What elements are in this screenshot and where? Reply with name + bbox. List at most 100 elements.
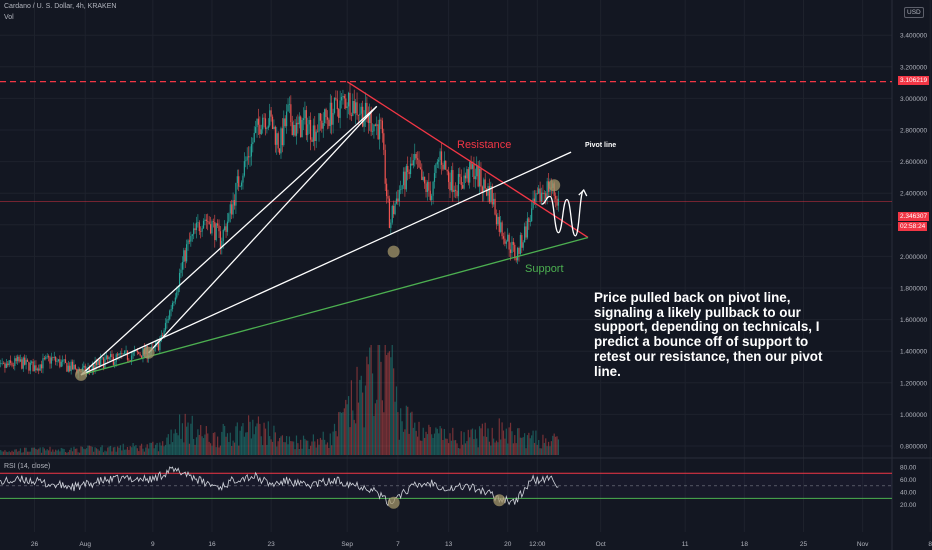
volume-bar [270, 439, 272, 455]
candle-body [428, 182, 430, 191]
volume-bar [474, 429, 476, 455]
volume-bar [263, 422, 265, 455]
x-tick-label: Aug [79, 541, 91, 548]
candle-body [40, 364, 43, 369]
volume-bar [421, 440, 423, 455]
volume-bar [273, 425, 275, 455]
candle-body [477, 165, 479, 187]
support-label: Support [525, 263, 564, 275]
volume-bar [377, 345, 379, 455]
candle-body [471, 164, 474, 169]
candle-body [221, 240, 223, 249]
candle-body [294, 124, 296, 136]
volume-bar [362, 392, 364, 455]
candle-body [529, 221, 531, 223]
candle-body [362, 106, 364, 127]
candle-body [163, 330, 165, 336]
volume-bar [2, 451, 5, 455]
volume-bar [398, 439, 400, 455]
forecast-arrowhead [578, 188, 588, 197]
x-tick-label: Sep [341, 541, 353, 548]
candle-body [329, 102, 331, 127]
candle-body [263, 117, 265, 119]
volume-bar [533, 442, 536, 455]
currency-badge[interactable]: USD [904, 7, 924, 18]
candle-body [236, 176, 238, 183]
candle-body [152, 346, 154, 348]
volume-bar [457, 447, 460, 455]
candle-body [235, 182, 237, 206]
candle-body [249, 156, 251, 158]
volume-bar [143, 451, 145, 455]
volume-bar [209, 443, 212, 455]
volume-bar [7, 452, 9, 455]
volume-bar [224, 425, 226, 455]
volume-bar [370, 345, 372, 455]
candle-body [176, 292, 178, 298]
candle-body [305, 110, 307, 136]
volume-bar [557, 439, 560, 455]
volume-bar [4, 450, 6, 455]
volume-bar [328, 447, 330, 455]
candle-body [522, 242, 524, 248]
volume-bar [102, 452, 105, 455]
candle-body [277, 133, 279, 149]
volume-bar [445, 438, 447, 455]
candle-body [283, 118, 285, 146]
volume-bar [201, 436, 203, 455]
candle-body [412, 160, 414, 166]
candle-body [124, 350, 126, 354]
candle-body [264, 118, 267, 130]
volume-bar [350, 380, 352, 455]
volume-bar [393, 368, 395, 455]
volume-bar [452, 427, 454, 455]
rsi-tick-label: 60.00 [900, 477, 917, 484]
volume-bar [48, 450, 50, 455]
candle-body [100, 358, 102, 366]
volume-bar [267, 421, 269, 455]
y-tick-label: 1.000000 [900, 412, 927, 419]
candle-body [501, 222, 503, 237]
candle-body [440, 151, 443, 165]
candle-body [459, 174, 461, 177]
volume-bar [338, 412, 340, 455]
volume-bar [373, 416, 375, 455]
candle-body [419, 167, 422, 170]
volume-bar [424, 437, 426, 455]
volume-bar [0, 450, 2, 455]
volume-bar [511, 431, 513, 455]
candle-body [266, 128, 268, 130]
candle-body [94, 361, 96, 371]
candle-body [38, 368, 40, 371]
candle-body [21, 359, 23, 369]
volume-bar [536, 444, 538, 455]
candle-body [331, 102, 333, 125]
candle-body [336, 99, 338, 110]
candle-body [540, 192, 543, 202]
volume-bar [283, 442, 285, 455]
volume-bar [460, 431, 462, 455]
volume-bar [246, 432, 248, 455]
y-tick-label: 2.400000 [900, 191, 927, 198]
candle-body [122, 353, 124, 355]
volume-bar [497, 442, 499, 455]
volume-bar [87, 445, 89, 455]
candle-body [187, 240, 189, 245]
pivot-label: Pivot line [585, 142, 616, 149]
volume-bar [447, 443, 450, 455]
volume-bar [59, 451, 61, 455]
volume-bar [428, 424, 430, 455]
candle-body [507, 234, 509, 242]
candle-body [324, 109, 326, 124]
candle-body [557, 198, 560, 206]
volume-bar [538, 440, 540, 455]
candle-body [188, 240, 191, 242]
rsi-tick-label: 20.00 [900, 502, 917, 509]
volume-bar [487, 428, 489, 455]
volume-bar [535, 430, 537, 455]
candle-body [518, 247, 520, 254]
candle-body [432, 181, 434, 196]
volume-bar [93, 451, 95, 455]
volume-bar [238, 445, 240, 455]
